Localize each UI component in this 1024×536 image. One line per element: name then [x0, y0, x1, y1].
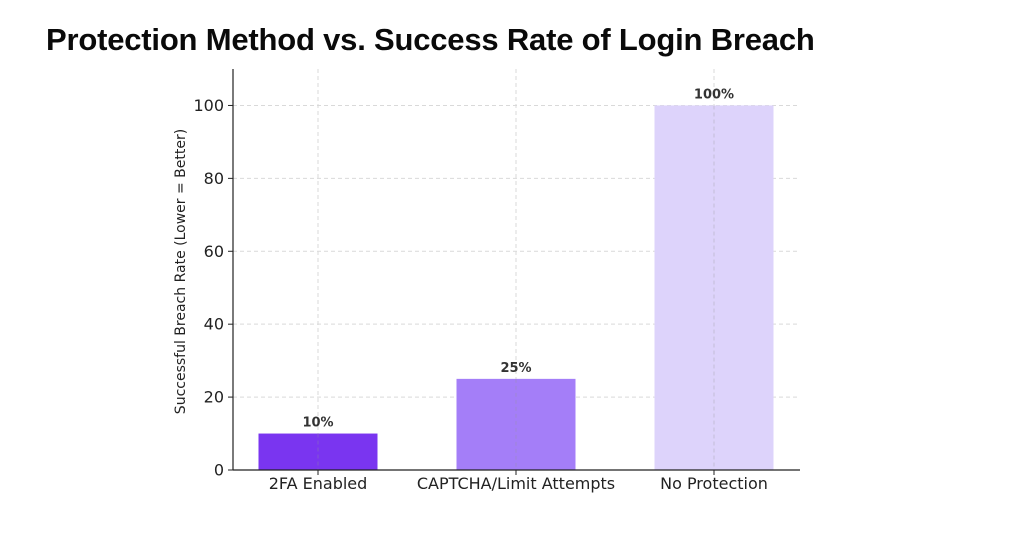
axis-layer [228, 69, 800, 475]
y-tick-label: 40 [204, 315, 224, 334]
chart-title: Protection Method vs. Success Rate of Lo… [46, 22, 815, 57]
bar-3 [654, 105, 774, 471]
bar-1 [258, 433, 378, 470]
y-tick-label: 100 [193, 96, 224, 115]
label-layer: 0 20 40 60 80 100 10% 2FA Enabled 25% CAPTCHA/Lim… [173, 87, 768, 493]
bar-2 [456, 378, 576, 470]
y-tick-label: 0 [214, 461, 224, 480]
x-tick-label: CAPTCHA/Limit Attempts [417, 474, 615, 493]
y-tick-label: 20 [204, 388, 224, 407]
y-tick-label: 80 [204, 169, 224, 188]
data-label: 25% [500, 361, 531, 376]
data-label: 100% [694, 87, 734, 102]
bar-layer [258, 105, 774, 471]
y-axis-title: Successful Breach Rate (Lower = Better) [173, 129, 189, 414]
x-tick-label: No Protection [660, 474, 768, 493]
y-tick-label: 60 [204, 242, 224, 261]
x-tick-label: 2FA Enabled [269, 474, 368, 493]
data-label: 10% [302, 416, 333, 431]
